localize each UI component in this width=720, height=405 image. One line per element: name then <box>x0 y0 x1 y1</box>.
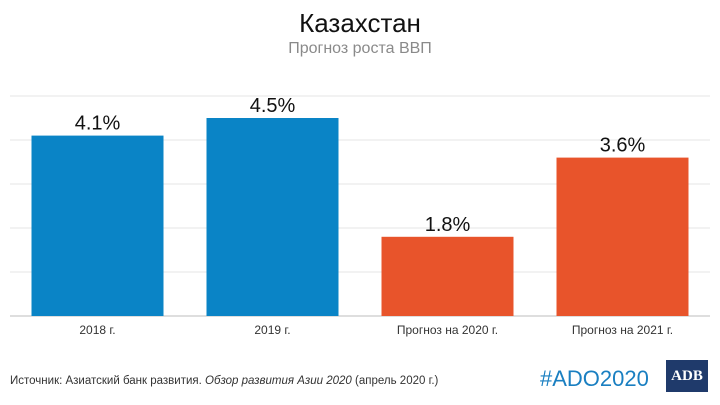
source-prefix: Источник: Азиатский банк развития. <box>10 375 206 387</box>
value-label-3: 1.8% <box>425 214 471 236</box>
category-label-2: 2019 г. <box>254 323 290 337</box>
bars <box>31 118 689 316</box>
category-label-4: Прогноз на 2021 г. <box>572 323 673 337</box>
bar-1 <box>31 135 164 316</box>
value-labels: 4.1% 4.5% 1.8% 3.6% <box>75 95 646 236</box>
category-label-1: 2018 г. <box>79 323 115 337</box>
value-label-4: 3.6% <box>600 135 646 157</box>
bar-2 <box>206 118 339 316</box>
bar-chart: 4.1% 4.5% 1.8% 3.6% 2018 г. 2019 г. Прогноз н… <box>10 95 710 337</box>
value-label-2: 4.5% <box>250 95 296 117</box>
category-label-3: Прогноз на 2020 г. <box>397 323 498 337</box>
chart-subtitle: Прогноз роста ВВП <box>288 40 432 57</box>
value-label-1: 4.1% <box>75 113 121 135</box>
source-note: Источник: Азиатский банк развития. Обзор… <box>10 375 438 387</box>
bar-4 <box>556 157 689 316</box>
hashtag: #ADO2020 <box>540 366 649 391</box>
chart-title: Казахстан <box>299 8 421 38</box>
bar-3 <box>381 236 514 316</box>
category-labels: 2018 г. 2019 г. Прогноз на 2020 г. Прогноз … <box>79 323 673 337</box>
adb-logo: ADB <box>666 360 708 392</box>
source-title: Обзор развития Азии 2020 <box>205 375 352 387</box>
source-suffix: (апрель 2020 г.) <box>351 375 439 387</box>
